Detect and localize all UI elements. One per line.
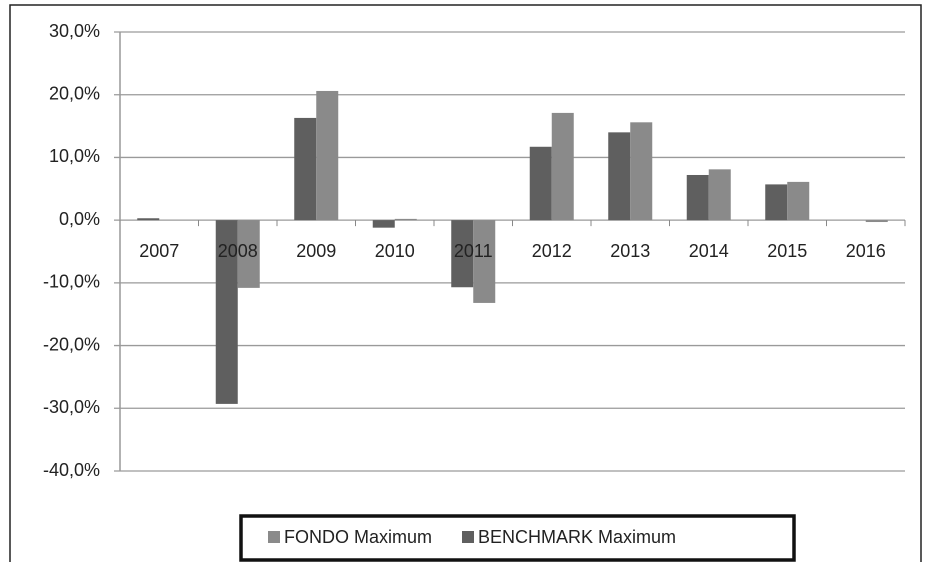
- y-tick-label: -40,0%: [43, 460, 100, 480]
- bar: [372, 220, 395, 228]
- x-tick-label: 2010: [375, 241, 415, 261]
- bar: [630, 122, 653, 221]
- legend-box: [239, 514, 796, 562]
- legend-swatch: [268, 531, 280, 543]
- bar: [451, 220, 474, 288]
- bar: [551, 112, 574, 221]
- bar: [316, 90, 339, 221]
- bar: [865, 220, 888, 223]
- y-tick-label: 30,0%: [49, 21, 100, 41]
- frame: [9, 4, 922, 562]
- bar: [137, 218, 160, 221]
- bar: [394, 218, 417, 221]
- bar: [294, 117, 317, 221]
- legend-swatch: [462, 531, 474, 543]
- y-tick-label: -20,0%: [43, 334, 100, 354]
- bar: [215, 220, 238, 404]
- y-tick-label: 20,0%: [49, 83, 100, 103]
- x-tick-label: 2008: [218, 241, 258, 261]
- y-tick-label: -10,0%: [43, 272, 100, 292]
- x-tick-label: 2015: [767, 241, 807, 261]
- y-tick-label: 0,0%: [59, 209, 100, 229]
- bar: [708, 169, 731, 221]
- bar: [686, 174, 709, 221]
- legend-label: BENCHMARK Maximum: [478, 527, 676, 547]
- x-tick-label: 2012: [532, 241, 572, 261]
- bar: [473, 220, 496, 303]
- y-tick-label: 10,0%: [49, 146, 100, 166]
- bar: [787, 181, 810, 221]
- x-tick-label: 2013: [610, 241, 650, 261]
- bar: [765, 184, 788, 221]
- x-tick-label: 2016: [846, 241, 886, 261]
- x-tick-label: 2009: [296, 241, 336, 261]
- legend-label: FONDO Maximum: [284, 527, 432, 547]
- bar: [529, 146, 552, 221]
- x-tick-label: 2014: [689, 241, 729, 261]
- bar: [237, 220, 260, 288]
- x-tick-label: 2011: [454, 241, 493, 261]
- bar: [608, 132, 631, 221]
- y-tick-label: -30,0%: [43, 397, 100, 417]
- x-tick-label: 2007: [139, 241, 179, 261]
